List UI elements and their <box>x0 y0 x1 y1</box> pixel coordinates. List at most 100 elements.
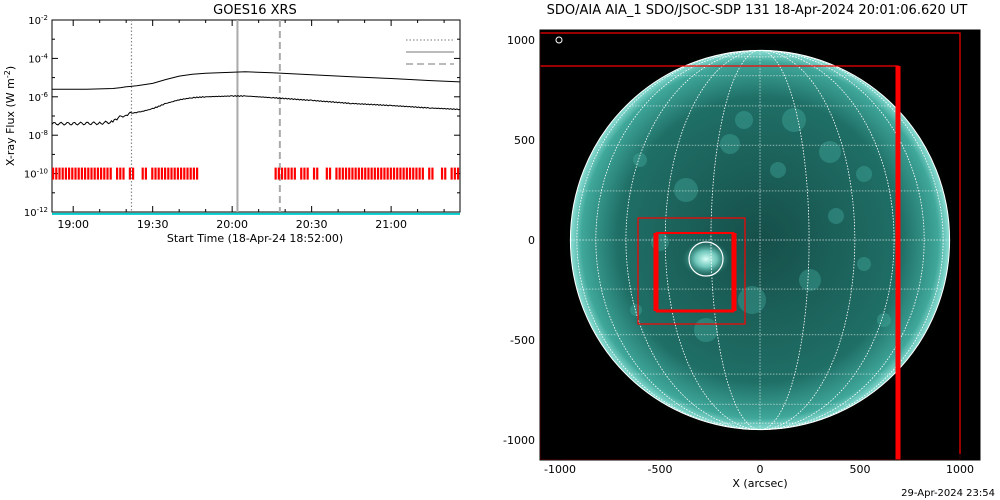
active-region <box>782 108 806 132</box>
xrt-coverage-mark <box>389 167 392 180</box>
xrt-coverage-mark <box>96 167 99 180</box>
active-region <box>828 208 844 224</box>
xrt-coverage-mark <box>367 167 370 180</box>
xrt-coverage-mark <box>287 167 290 180</box>
goes-y-tick-base: 10 <box>28 54 41 65</box>
xrt-coverage-mark <box>106 167 109 180</box>
aia-image-layer <box>540 32 961 460</box>
xrt-coverage-mark <box>87 167 90 180</box>
active-region <box>694 318 718 342</box>
goes-y-tick-exp: -12 <box>37 206 48 214</box>
xrt-coverage-mark <box>344 167 348 180</box>
xrt-coverage-mark <box>164 167 167 180</box>
longitude-gridline <box>710 50 810 430</box>
goes-xrs-panel: GOES16 XRS 19:00 19:30 20:00 20:30 21:0010-1… <box>3 3 461 245</box>
xrt-coverage-mark <box>360 167 364 180</box>
xrt-coverage-mark <box>122 167 125 180</box>
xrt-coverage-mark <box>440 167 444 180</box>
xrt-coverage-mark <box>408 167 412 180</box>
xrt-coverage-mark <box>71 167 74 180</box>
xrt-coverage-mark <box>421 167 424 180</box>
goes-y-tick-label: 10-10 <box>24 168 48 181</box>
goes-y-tick-base: 10 <box>28 131 41 142</box>
xrt-coverage-mark <box>280 167 284 180</box>
xrt-coverage-mark <box>157 167 160 180</box>
xrt-coverage-mark <box>303 167 306 180</box>
flare-location-circle <box>688 241 724 277</box>
xrt-coverage-mark <box>335 167 338 180</box>
xrt-coverage-mark <box>128 167 131 180</box>
xrt-coverage-mark <box>341 167 344 180</box>
active-region <box>735 111 753 129</box>
active-region <box>856 166 872 182</box>
xrt-coverage-mark <box>351 167 354 180</box>
xrt-coverage-mark <box>444 167 447 180</box>
goes-series-line-1 <box>51 95 461 126</box>
goes-y-axis-label: X-ray Flux (W m-2) <box>3 66 18 166</box>
goes-y-tick-base: 10 <box>28 16 41 27</box>
goes-x-tick-label: 19:30 <box>137 218 169 231</box>
xrt-coverage-mark <box>399 167 402 180</box>
goes-data-layer: 19:00 19:30 20:00 20:30 21:0010-1210-1010-81… <box>24 14 461 231</box>
xrt-coverage-mark <box>293 167 296 180</box>
goes-y-axis-label-sup: -2 <box>3 70 12 78</box>
xrt-coverage-mark <box>77 167 80 180</box>
goes-y-tick-label: 10-6 <box>28 91 48 104</box>
xrt-coverage-mark <box>144 167 147 180</box>
goes-x-tick-label: 19:00 <box>57 218 89 231</box>
xrt-coverage-mark <box>376 167 380 180</box>
xrt-coverage-mark <box>103 167 106 180</box>
xrt-coverage-mark <box>290 167 293 180</box>
goes-title: GOES16 XRS <box>213 3 297 18</box>
solar-limb <box>569 49 951 431</box>
xrt-coverage-mark <box>176 167 179 180</box>
xrt-coverage-mark <box>141 167 144 180</box>
xrt-coverage-mark <box>151 167 154 180</box>
goes-x-axis-label: Start Time (18-Apr-24 18:52:00) <box>167 232 343 245</box>
xrt-coverage-mark <box>58 167 61 180</box>
xrt-coverage-mark <box>189 167 192 180</box>
xrt-coverage-mark <box>109 167 112 180</box>
aia-y-tick-label: -1000 <box>503 434 535 447</box>
xrt-coverage-mark <box>386 167 389 180</box>
xrt-coverage-mark <box>90 167 93 180</box>
xrt-coverage-mark <box>373 167 376 180</box>
xrt-coverage-mark <box>167 167 170 180</box>
active-region <box>770 162 786 178</box>
xrt-coverage-mark <box>380 167 383 180</box>
aia-y-tick-label: 1000 <box>507 34 535 47</box>
xrt-coverage-mark <box>52 167 55 180</box>
aia-x-tick-label: 1000 <box>946 463 974 476</box>
goes-y-tick-exp: -8 <box>41 129 48 137</box>
goes-y-tick-exp: -4 <box>41 52 49 60</box>
aia-x-tick-label: 500 <box>850 463 871 476</box>
aia-x-tick-label: -1000 <box>544 463 576 476</box>
xrt-coverage-mark <box>316 167 319 180</box>
xrt-coverage-mark <box>354 167 357 180</box>
xrt-coverage-mark <box>192 167 195 180</box>
xrt-coverage-mark <box>312 167 316 180</box>
legend-flare-marker-icon <box>555 36 563 44</box>
goes-x-tick-label: 21:00 <box>375 218 407 231</box>
xrt-coverage-mark <box>84 167 87 180</box>
footer-timestamp: 29-Apr-2024 23:54 <box>901 488 995 499</box>
goes-y-tick-label: 10-4 <box>28 52 48 65</box>
xrt-coverage-mark <box>348 167 351 180</box>
xrt-coverage-mark <box>402 167 405 180</box>
xrt-coverage-mark <box>274 167 277 180</box>
xrt-coverage-mark <box>412 167 415 180</box>
aia-y-tick-label: -500 <box>510 334 535 347</box>
xrt-coverage-mark <box>456 167 460 180</box>
active-region <box>720 134 740 154</box>
xrt-coverage-mark <box>132 167 135 180</box>
aia-panel: SDO/AIA AIA_1 SDO/JSOC-SDP 131 18-Apr-20… <box>503 3 995 499</box>
active-region <box>857 257 871 271</box>
aia-title: SDO/AIA AIA_1 SDO/JSOC-SDP 131 18-Apr-20… <box>547 3 968 18</box>
aia-y-tick-label: 500 <box>514 134 535 147</box>
xrt-coverage-mark <box>74 167 77 180</box>
xrt-fov-box <box>540 32 961 460</box>
xrt-coverage-mark <box>284 167 287 180</box>
xrt-coverage-mark <box>405 167 408 180</box>
goes-y-tick-base: 10 <box>24 170 37 181</box>
